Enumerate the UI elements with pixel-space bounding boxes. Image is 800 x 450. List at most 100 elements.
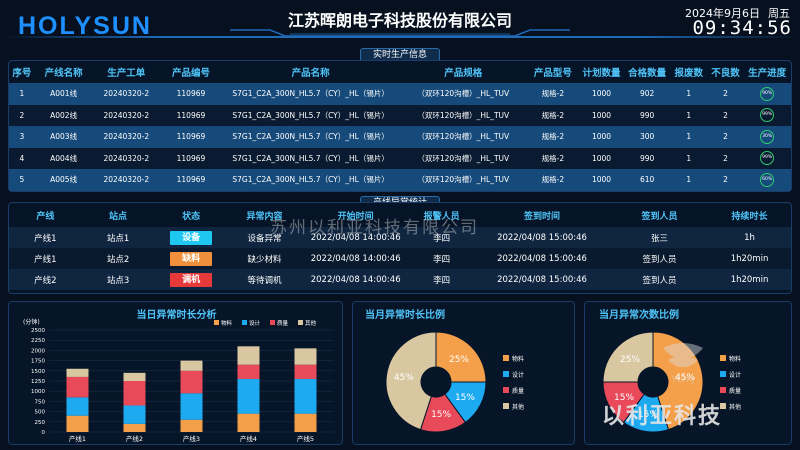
production-col-header[interactable]: 产品规格 — [444, 68, 483, 79]
production-cell-spec: （双环120沟槽）_HL_TUV — [399, 104, 528, 126]
abnormal-row[interactable]: 产线2 站点3 调机 等待调机 2022/04/08 14:00:46 李四 2022/04… — [9, 269, 791, 290]
bar-segment-其他 — [237, 346, 260, 365]
abnormal-cell-site: 站点1 — [81, 227, 155, 248]
production-row[interactable]: 3 A003线 20240320-2 110969 S7G1_C2A_300N_HL5.… — [9, 126, 791, 148]
abnormal-cell-signer: 签到人员 — [610, 269, 709, 290]
monthly-duration-chart-panel: 当月异常时长比例 25% 物料 15% 设计 15% 质量 45% 其他 — [352, 301, 575, 445]
production-row[interactable]: 4 A004线 20240320-2 110969 S7G1_C2A_300N_HL5.… — [9, 147, 791, 169]
y-tick-label: 1250 — [31, 379, 45, 385]
production-cell-ok: 300 — [624, 126, 670, 148]
abnormal-col-header[interactable]: 产线 — [36, 211, 55, 222]
production-col-header[interactable]: 不良数 — [711, 68, 740, 79]
production-cell-scrap: 1 — [669, 147, 708, 169]
production-col-header[interactable]: 产品编号 — [171, 68, 210, 79]
abnormal-cell-status: 设备 — [154, 227, 228, 248]
legend-swatch — [503, 387, 509, 393]
production-cell-code: 110969 — [160, 147, 222, 169]
bar-segment-设计 — [66, 397, 89, 416]
legend-swatch — [298, 320, 303, 325]
bar-segment-质量 — [237, 364, 260, 379]
production-cell-name: S7G1_C2A_300N_HL5.7（CY）_HL（锡片） — [221, 104, 400, 126]
bar-segment-质量 — [294, 364, 317, 379]
abnormal-row[interactable]: 产线1 站点1 设备 设备异常 2022/04/08 14:00:46 李四 2022/04… — [9, 227, 791, 248]
abnormal-col-header[interactable]: 站点 — [109, 211, 128, 222]
production-row[interactable]: 2 A002线 20240320-2 110969 S7G1_C2A_300N_HL5.… — [9, 104, 791, 126]
production-col-header[interactable]: 生产进度 — [748, 68, 787, 79]
y-tick-label: 750 — [35, 399, 46, 405]
abnormal-cell-content: 缺少材料 — [227, 248, 302, 269]
legend-swatch — [720, 403, 726, 409]
production-col-header[interactable]: 计划数量 — [582, 68, 621, 79]
production-row[interactable]: 5 A005线 20240320-2 110969 S7G1_C2A_300N_HL5.… — [9, 169, 791, 191]
production-col-header[interactable]: 产品型号 — [533, 68, 572, 79]
production-col-header[interactable]: 报废数 — [674, 68, 704, 79]
brand-watermark: 以利亚科技 — [602, 404, 723, 429]
abnormal-col-header[interactable]: 持续时长 — [731, 211, 768, 222]
production-table: 序号 产线名称 生产工单 产品编号 产品名称 产品规格 产品型号 计划数量 合格数量 报废数 不良数… — [9, 61, 791, 191]
y-tick-label: 2000 — [31, 348, 45, 354]
abnormal-row[interactable]: 产线1 站点2 缺料 缺少材料 2022/04/08 14:00:46 李四 2022/04… — [9, 248, 791, 269]
production-col-header[interactable]: 生产工单 — [107, 68, 146, 79]
production-cell-ok: 990 — [624, 147, 670, 169]
status-badge: 设备 — [170, 230, 213, 245]
bar-segment-其他 — [294, 348, 317, 365]
abnormal-col-header[interactable]: 状态 — [182, 211, 201, 222]
production-cell-model: 规格-2 — [527, 169, 579, 191]
production-cell-bad: 2 — [707, 83, 744, 105]
production-cell-scrap: 1 — [669, 126, 708, 148]
abnormal-col-header[interactable]: 报警人员 — [423, 211, 460, 222]
production-col-header[interactable]: 产品名称 — [291, 68, 330, 79]
legend-swatch — [503, 403, 509, 409]
production-row[interactable]: 1 A001线 20240320-2 110969 S7G1_C2A_300N_HL5.… — [9, 83, 791, 105]
abnormal-col-header[interactable]: 签到时间 — [524, 211, 561, 222]
y-tick-label: 1750 — [31, 359, 45, 365]
production-cell-name: S7G1_C2A_300N_HL5.7（CY）_HL（锡片） — [221, 83, 400, 105]
pie1-title: 当月异常时长比例 — [365, 310, 445, 321]
production-col-header[interactable]: 序号 — [12, 68, 32, 79]
production-col-header[interactable]: 合格数量 — [628, 68, 667, 79]
count-pie-chart: 45% 物料 15% 设计 15% 质量 25% 其他 — [602, 331, 741, 433]
pie-slice-物料 — [435, 331, 487, 383]
production-cell-plan: 1000 — [578, 83, 625, 105]
production-cell-spec: （双环120沟槽）_HL_TUV — [399, 126, 528, 148]
y-tick-label: 500 — [35, 410, 46, 416]
bar-segment-设计 — [237, 378, 260, 414]
x-tick-label: 产线4 — [240, 434, 257, 443]
abnormal-cell-alarm: 李四 — [410, 248, 474, 269]
pie-slice-label: 45% — [394, 373, 414, 383]
production-cell-ok: 610 — [624, 169, 670, 191]
abnormal-cell-signer: 张三 — [610, 227, 709, 248]
production-col-header[interactable]: 产线名称 — [44, 68, 83, 79]
x-tick-label: 产线5 — [297, 434, 314, 443]
production-cell-progress: 60% — [743, 169, 791, 191]
bar-segment-设计 — [123, 405, 146, 424]
ylykj-logo-watermark-icon: YLYKJ — [663, 343, 703, 385]
production-cell-order: 20240320-2 — [92, 126, 161, 148]
abnormal-cell-content: 设备异常 — [227, 227, 302, 248]
abnormal-col-header[interactable]: 异常内容 — [246, 211, 283, 222]
production-cell-plan: 1000 — [578, 104, 625, 126]
abnormal-col-header[interactable]: 签到人员 — [641, 211, 678, 222]
bar-segment-物料 — [294, 413, 317, 432]
production-cell-scrap: 1 — [669, 83, 708, 105]
production-cell-name: S7G1_C2A_300N_HL5.7（CY）_HL（锡片） — [221, 169, 400, 191]
production-cell-code: 110969 — [160, 169, 222, 191]
production-cell-bad: 2 — [707, 147, 744, 169]
bar-chart: (分钟) 0 250 500 750 1000 1250 1500 1750 2000 2250 25… — [23, 318, 334, 443]
production-cell-line: A004线 — [34, 147, 93, 169]
production-cell-plan: 1000 — [578, 169, 625, 191]
abnormal-cell-status: 调机 — [154, 269, 228, 290]
production-cell-code: 110969 — [160, 126, 222, 148]
pie-slice-label: 25% — [449, 355, 469, 365]
pie-slice-label: 45% — [675, 373, 695, 383]
pie-slice-label: 15% — [455, 393, 475, 403]
status-badge: 调机 — [170, 272, 213, 287]
x-tick-label: 产线1 — [69, 434, 86, 443]
abnormal-col-header[interactable]: 开始时间 — [337, 211, 374, 222]
duration-pie-chart: 25% 物料 15% 设计 15% 质量 45% 其他 — [385, 331, 524, 433]
production-cell-progress: 90% — [743, 83, 791, 105]
abnormal-cell-site: 站点3 — [81, 269, 155, 290]
abnormal-cell-line: 产线1 — [9, 227, 82, 248]
abnormal-cell-start: 2022/04/08 14:00:46 — [301, 269, 411, 290]
date-text: 2024年9月6日 — [685, 7, 760, 20]
